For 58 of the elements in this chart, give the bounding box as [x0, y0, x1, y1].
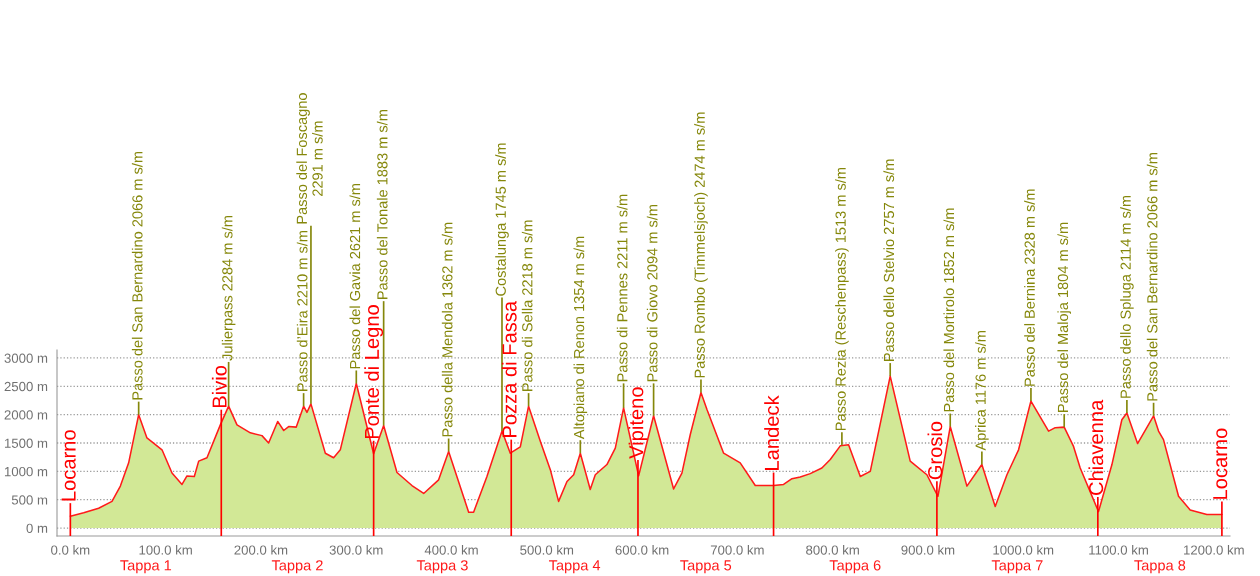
- x-tick-label: 800.0 km: [806, 545, 859, 555]
- y-tick-label: 1000 m: [4, 466, 48, 477]
- x-tick-label: 300.0 km: [329, 545, 383, 555]
- ref-line-label: Locarno: [61, 430, 76, 501]
- x-tick-label: 100.0 km: [139, 545, 192, 555]
- annotation: Passo di Giovo 2094 m s/m: [646, 205, 658, 382]
- x-tick-label: 0.0 km: [51, 545, 90, 555]
- annotation: Passo del Mortirolo 1852 m s/m: [943, 208, 955, 412]
- annotation: Passo Rombo (Timmelsjoch) 2474 m s/m: [694, 112, 708, 378]
- ref-line-label: Ponte di Legno: [364, 305, 384, 439]
- ref-line-label: Chiavenna: [1088, 399, 1104, 495]
- y-tick-label: 500 m: [11, 495, 48, 505]
- text: Tappa 1: [120, 560, 172, 574]
- annotation: Julierpass 2284 m s/m: [221, 216, 236, 361]
- ref-line-label: Bivio: [211, 365, 227, 408]
- x-tick-label: 700.0 km: [710, 545, 764, 555]
- ref-line-label: Vipiteno: [628, 387, 648, 459]
- x-tick-label: 900.0 km: [901, 545, 955, 555]
- ref-line-label: Landeck: [764, 395, 779, 470]
- annotation: Costalunga 1745 m s/m: [495, 143, 509, 296]
- annotation: Passo del Tonale 1883 m s/m: [376, 110, 388, 299]
- ref-line-label: Pozza di Fassa: [501, 300, 517, 437]
- annotation: Passo del Gavia 2621 m s/m: [349, 183, 361, 369]
- text: Tappa 2: [271, 560, 323, 574]
- y-tick-label: 2500 m: [4, 381, 48, 392]
- annotation: Passo dello Spluga 2114 m s/m: [1120, 195, 1134, 398]
- annotation: Passo del San Bernardino 2066 m s/m: [1146, 153, 1158, 401]
- annotation: Passo del Maloja 1804 m s/m: [1057, 222, 1071, 412]
- x-tick-label: 1000.0 km: [993, 545, 1054, 555]
- x-tick-label: 200.0 km: [234, 545, 288, 555]
- y-tick-label: 2000 m: [4, 410, 48, 420]
- ref-line-label: Grosio: [927, 421, 943, 480]
- annotation: Passo del San Bernardino 2066 m s/m: [131, 151, 143, 400]
- x-tick-label: 500.0 km: [520, 545, 574, 555]
- annotation: Passo del Bernina 2328 m s/m: [1024, 189, 1035, 386]
- text: Tappa 6: [829, 560, 881, 574]
- y-tick-label: 1500 m: [4, 438, 48, 448]
- x-tick-label: 1100.0 km: [1089, 545, 1148, 555]
- annotation: Aprica 1176 m s/m: [975, 331, 989, 451]
- text: Tappa 7: [991, 560, 1043, 574]
- annotation: Passo della Mendola 1362 m s/m: [441, 222, 453, 437]
- text: Tappa 3: [416, 560, 468, 574]
- y-tick-label: 3000 m: [4, 353, 48, 363]
- ref-line-label: Locarno: [1213, 428, 1228, 499]
- annotation: Passo dello Stelvio 2757 m s/m: [883, 159, 895, 361]
- annotation: Passo Rezia (Reschenpass) 1513 m s/m: [835, 168, 849, 431]
- text: Tappa 8: [1134, 560, 1186, 574]
- annotation: Altopiano di Renon 1354 m s/m: [573, 236, 588, 440]
- x-tick-label: 400.0 km: [424, 545, 478, 555]
- x-tick-label: 1200.0 km: [1184, 545, 1244, 555]
- x-tick-label: 600.0 km: [615, 545, 669, 555]
- annotation: Passo di Sella 2218 m s/m: [521, 220, 533, 391]
- annotation: Passo del Foscagno 2291 m s/m: [296, 93, 323, 224]
- text: Tappa 5: [680, 560, 732, 574]
- text: Tappa 4: [548, 560, 601, 574]
- annotation: Passo d’Eira 2210 m s/m: [296, 231, 308, 391]
- y-tick-label: 0 m: [26, 523, 48, 533]
- annotation: Passo di Pennes 2211 m s/m: [616, 194, 628, 382]
